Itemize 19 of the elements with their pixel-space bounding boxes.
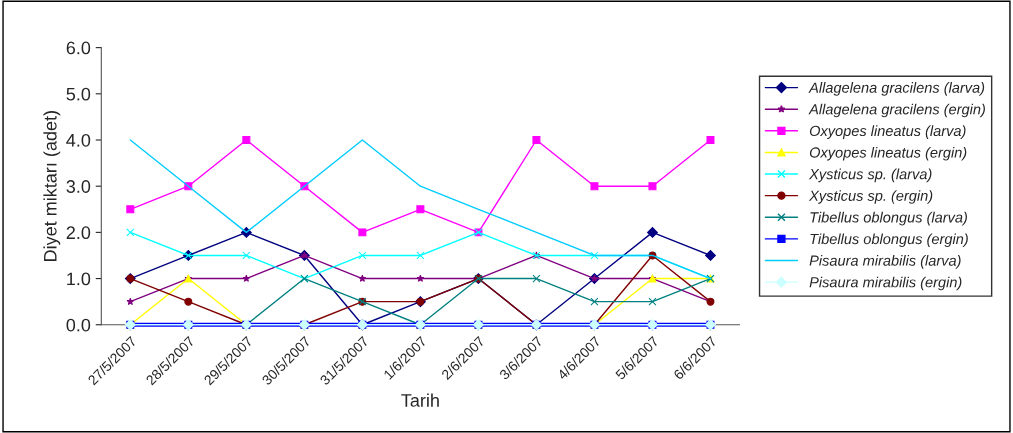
x-axis-title: Tarih xyxy=(401,393,439,407)
legend-label: Tibellus oblongus (ergin) xyxy=(810,233,968,248)
y-tick-label: 5.0 xyxy=(66,87,91,101)
y-tick-label: 4.0 xyxy=(66,133,91,147)
legend-label: Allagelena gracilens (ergin) xyxy=(808,103,985,118)
legend-label: Oxyopes lineatus (larva) xyxy=(809,125,966,139)
legend-label: Oxyopes lineatus (ergin) xyxy=(809,146,967,161)
y-tick-label: 2.0 xyxy=(66,226,91,240)
y-axis-title: Diyet miktarı (adet) xyxy=(43,111,61,261)
legend-label: Pisaura mirabilis (ergin) xyxy=(809,276,962,291)
legend-label: Allagelena gracilens (larva) xyxy=(808,82,985,96)
legend-label: Xysticus sp. (larva) xyxy=(808,168,932,183)
legend-label: Tibellus oblongus (larva) xyxy=(810,211,967,226)
legend-label: Pisaura mirabilis (larva) xyxy=(809,255,961,269)
y-tick-label: 1.0 xyxy=(67,272,91,286)
y-tick-label: 6.0 xyxy=(66,41,91,55)
legend-label: Xysticus sp. (ergin) xyxy=(808,190,933,204)
y-tick-label: 3.0 xyxy=(66,180,91,193)
y-tick-label: 0.0 xyxy=(66,318,91,332)
